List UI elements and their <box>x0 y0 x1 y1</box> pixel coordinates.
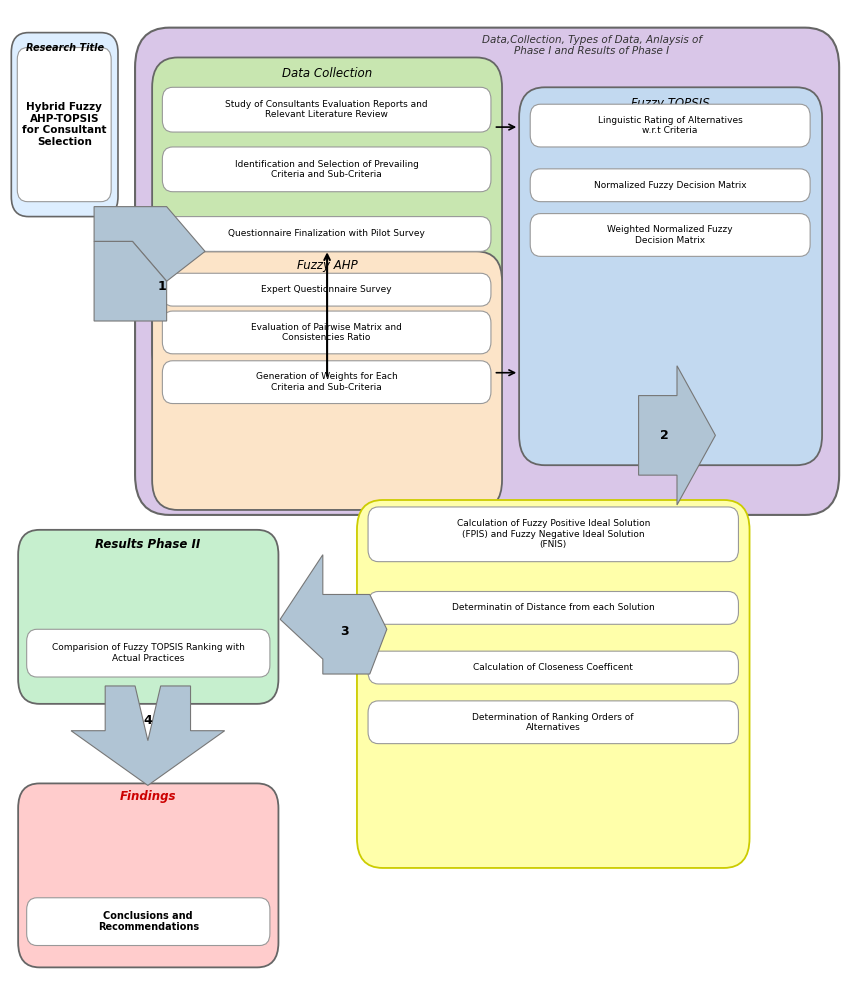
FancyBboxPatch shape <box>368 591 739 624</box>
FancyBboxPatch shape <box>357 500 750 868</box>
FancyBboxPatch shape <box>368 507 739 562</box>
Polygon shape <box>94 241 167 321</box>
FancyBboxPatch shape <box>18 530 278 704</box>
Text: Identification and Selection of Prevailing
Criteria and Sub-Criteria: Identification and Selection of Prevaili… <box>235 160 418 179</box>
Text: Results Phase II: Results Phase II <box>95 538 200 551</box>
FancyBboxPatch shape <box>11 33 118 217</box>
Text: Evaluation of Pairwise Matrix and
Consistencies Ratio: Evaluation of Pairwise Matrix and Consis… <box>251 323 402 342</box>
Text: Comparision of Fuzzy TOPSIS Ranking with
Actual Practices: Comparision of Fuzzy TOPSIS Ranking with… <box>52 643 245 663</box>
Text: 3: 3 <box>340 625 349 638</box>
FancyBboxPatch shape <box>162 217 491 251</box>
Text: Findings: Findings <box>119 790 176 803</box>
FancyBboxPatch shape <box>530 169 810 202</box>
FancyBboxPatch shape <box>17 48 111 202</box>
Text: Determination of Ranking Orders of
Alternatives: Determination of Ranking Orders of Alter… <box>472 713 634 732</box>
FancyBboxPatch shape <box>27 629 270 677</box>
Text: Analysis for Phase II
results: Analysis for Phase II results <box>485 507 621 535</box>
Text: Normalized Fuzzy Decision Matrix: Normalized Fuzzy Decision Matrix <box>594 181 746 190</box>
Text: Study of Consultants Evaluation Reports and
Relevant Literature Review: Study of Consultants Evaluation Reports … <box>225 100 428 119</box>
FancyBboxPatch shape <box>162 361 491 404</box>
FancyBboxPatch shape <box>27 898 270 946</box>
Polygon shape <box>94 207 205 281</box>
Text: 1: 1 <box>158 280 167 293</box>
FancyBboxPatch shape <box>530 104 810 147</box>
Text: Research Title: Research Title <box>26 43 104 53</box>
FancyBboxPatch shape <box>368 651 739 684</box>
FancyBboxPatch shape <box>368 701 739 744</box>
Text: Fuzzy AHP: Fuzzy AHP <box>296 259 357 272</box>
FancyBboxPatch shape <box>162 311 491 354</box>
Text: Expert Questionnaire Survey: Expert Questionnaire Survey <box>261 285 392 294</box>
Text: Hybrid Fuzzy
AHP-TOPSIS
for Consultant
Selection: Hybrid Fuzzy AHP-TOPSIS for Consultant S… <box>22 102 107 147</box>
FancyBboxPatch shape <box>519 87 822 465</box>
Text: Calculation of Fuzzy Positive Ideal Solution
(FPIS) and Fuzzy Negative Ideal Sol: Calculation of Fuzzy Positive Ideal Solu… <box>457 519 650 549</box>
Text: Fuzzy TOPSIS: Fuzzy TOPSIS <box>631 97 710 110</box>
Text: 4: 4 <box>143 714 152 727</box>
FancyBboxPatch shape <box>162 147 491 192</box>
Text: Data,Collection, Types of Data, Anlaysis of
Phase I and Results of Phase I: Data,Collection, Types of Data, Anlaysis… <box>482 35 702 56</box>
FancyBboxPatch shape <box>530 214 810 256</box>
FancyBboxPatch shape <box>162 87 491 132</box>
FancyBboxPatch shape <box>135 28 839 515</box>
Polygon shape <box>638 366 716 505</box>
Text: Linguistic Rating of Alternatives
w.r.t Criteria: Linguistic Rating of Alternatives w.r.t … <box>598 116 742 135</box>
Text: Calculation of Closeness Coefficent: Calculation of Closeness Coefficent <box>473 663 633 672</box>
Text: Data Collection: Data Collection <box>282 67 372 80</box>
Polygon shape <box>280 555 387 674</box>
FancyBboxPatch shape <box>162 273 491 306</box>
FancyBboxPatch shape <box>152 57 502 381</box>
Text: Weighted Normalized Fuzzy
Decision Matrix: Weighted Normalized Fuzzy Decision Matri… <box>607 225 733 245</box>
FancyBboxPatch shape <box>152 251 502 510</box>
Text: Questionnaire Finalization with Pilot Survey: Questionnaire Finalization with Pilot Su… <box>228 229 425 238</box>
Text: Generation of Weights for Each
Criteria and Sub-Criteria: Generation of Weights for Each Criteria … <box>256 372 398 392</box>
Text: Determinatin of Distance from each Solution: Determinatin of Distance from each Solut… <box>452 603 655 612</box>
Polygon shape <box>71 686 225 785</box>
Text: 2: 2 <box>660 429 668 442</box>
Text: Conclusions and
Recommendations: Conclusions and Recommendations <box>98 911 198 932</box>
FancyBboxPatch shape <box>18 783 278 967</box>
